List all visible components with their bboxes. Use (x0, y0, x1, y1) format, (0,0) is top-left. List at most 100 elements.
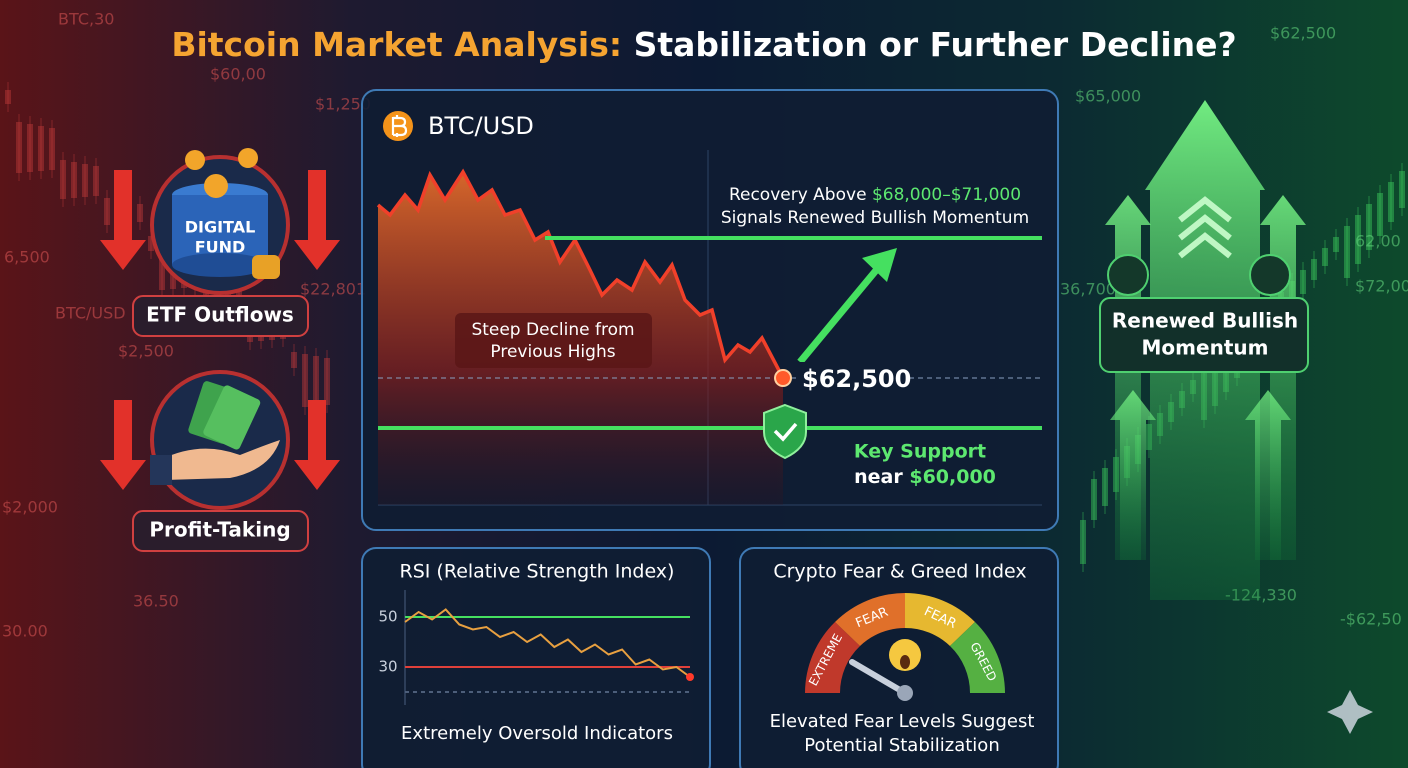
bg-candle (137, 204, 143, 222)
decor-rect (796, 362, 908, 396)
decor-circle (774, 369, 792, 387)
support-value: $60,000 (909, 466, 996, 488)
rsi-panel: RSI (Relative Strength Index) Extremely … (361, 547, 711, 768)
bg-ticker: $60,00 (210, 65, 266, 84)
caption: Extremely Oversold Indicators (401, 723, 673, 744)
decor-path (1327, 690, 1373, 734)
decor-path (950, 622, 1005, 693)
bg-candle (16, 122, 22, 173)
bg-candle (302, 354, 308, 407)
decor-rect (132, 295, 309, 337)
decor-path (376, 168, 785, 379)
badge: Renewed Bullish (1112, 309, 1298, 333)
decor-path (905, 593, 975, 646)
decor-path (1178, 196, 1232, 259)
bg-ticker: -$62,50 (1340, 610, 1402, 629)
bg-candle (1091, 479, 1097, 520)
decor-g (100, 170, 340, 490)
badge: Profit-Taking (149, 518, 290, 542)
decor-ellipse (172, 253, 268, 277)
bg-candle (104, 198, 110, 225)
decor-circle (1107, 254, 1149, 296)
bg-ticker: $65,000 (1075, 87, 1141, 106)
bg-ticker: $72,000 (1355, 277, 1408, 296)
fear-greed-panel: Crypto Fear & Greed Index EXTREME FEAR F… (739, 547, 1059, 768)
decor-rect (150, 455, 172, 485)
recovery-range: $68,000–$71,000 (872, 185, 1021, 205)
decor-rect (203, 385, 261, 450)
bg-candle (27, 124, 33, 172)
bg-candle (1311, 259, 1317, 280)
decor-path (391, 115, 408, 137)
support-note: Key Support (854, 441, 986, 463)
decor-path (763, 403, 807, 460)
pair-label: BTC/USD (428, 112, 534, 140)
bg-ticker: BTC/USD (55, 304, 126, 323)
bg-candle (1399, 171, 1405, 208)
bg-candle (38, 126, 44, 171)
bg-candle (60, 160, 66, 199)
decor-rect (1099, 297, 1309, 373)
bg-ticker: $22,801 (300, 280, 366, 299)
decor-circle (204, 174, 228, 198)
price-label: $62,500 (802, 365, 911, 393)
decor-line (849, 659, 908, 696)
title-lead: Bitcoin Market Analysis: (171, 25, 622, 64)
decor-rect (361, 547, 711, 768)
fund-label: FUND (195, 238, 246, 257)
decor-circle (897, 685, 913, 701)
bg-candle (5, 90, 11, 104)
support-note: near $60,000 (854, 466, 996, 488)
bg-candle (1333, 237, 1339, 252)
recovery-note: Recovery Above $68,000–$71,000 (729, 185, 1021, 205)
decor-rect (132, 510, 309, 552)
left-column: DIGITAL FUND ETF Outflows Profit-Taking (100, 148, 340, 552)
panel-title: RSI (Relative Strength Index) (400, 561, 675, 583)
bg-candle (324, 358, 330, 405)
bg-candle (291, 352, 297, 368)
bg-candle (1344, 226, 1350, 278)
bg-candle (49, 128, 55, 170)
caption: Elevated Fear Levels Suggest (770, 711, 1035, 732)
bg-candle (1146, 424, 1152, 450)
bg-ticker: $2,500 (118, 342, 174, 361)
decor-path (294, 400, 340, 490)
panel-title: Crypto Fear & Greed Index (773, 561, 1026, 583)
badge: Momentum (1142, 336, 1269, 360)
bg-candle (148, 236, 154, 251)
caption: Potential Stabilization (804, 735, 999, 756)
decor-path (862, 248, 897, 282)
decor-path (100, 170, 146, 270)
decor-circle (238, 148, 258, 168)
title-rest: Stabilization or Further Decline? (634, 25, 1237, 64)
bg-candle (71, 162, 77, 198)
bg-ticker: 36.50 (133, 592, 179, 611)
decor-path (160, 440, 280, 480)
bg-candle (1322, 248, 1328, 266)
title: Bitcoin Market Analysis: Stabilization o… (171, 25, 1236, 64)
decor-ellipse (900, 655, 910, 669)
recovery-note: Signals Renewed Bullish Momentum (721, 208, 1029, 228)
bg-ticker: 6,500 (4, 248, 50, 267)
support-prefix: near (854, 466, 903, 488)
decor-path (835, 593, 905, 646)
bg-ticker: $2,000 (2, 498, 58, 517)
right-column: Renewed Bullish Momentum (1099, 100, 1373, 734)
rsi-point (686, 673, 694, 681)
bg-candle (1388, 182, 1394, 222)
decor-circle (1249, 254, 1291, 296)
decline-note: Previous Highs (490, 342, 615, 362)
decor-circle (185, 150, 205, 170)
decline-note: Steep Decline from (471, 320, 634, 340)
bg-candle (1377, 193, 1383, 236)
main-panel: BTC/USD Recovery Above $68,000–$71,000 S… (361, 89, 1059, 531)
decor-path (1245, 390, 1291, 560)
bg-candle (1366, 204, 1372, 250)
bg-ticker: BTC,30 (58, 10, 114, 29)
badge: ETF Outflows (146, 303, 294, 327)
rsi-tick-label: 30 (378, 658, 397, 676)
decor-path (773, 422, 798, 442)
bg-candle (82, 164, 88, 197)
